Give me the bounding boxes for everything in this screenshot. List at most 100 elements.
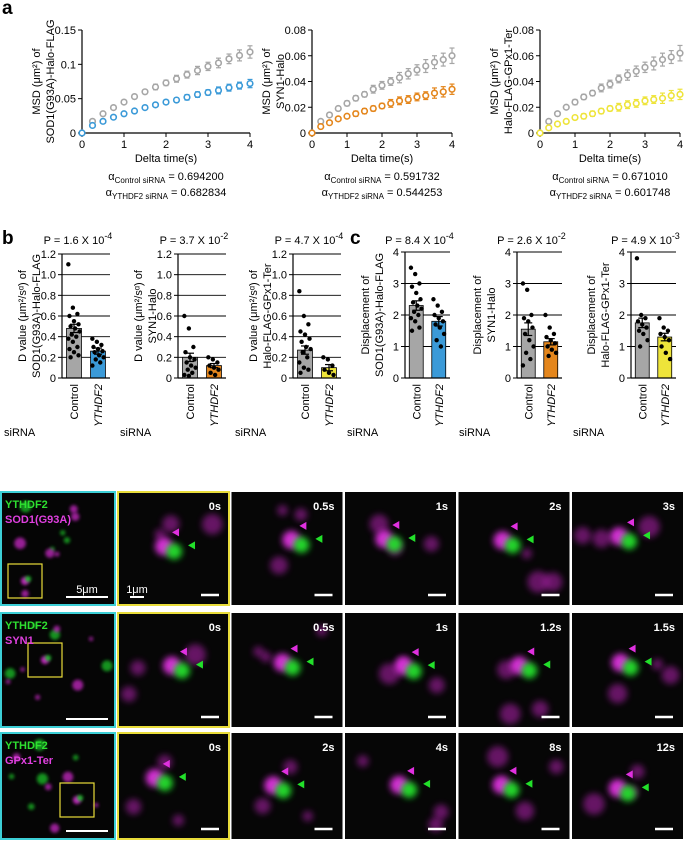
x-tick-label: 2 bbox=[607, 139, 613, 151]
data-point bbox=[419, 306, 424, 311]
y-tick-label: 0 bbox=[505, 373, 511, 385]
data-point bbox=[545, 117, 553, 126]
title-exponent: -4 bbox=[446, 231, 454, 241]
y-axis-label: MSD (μm²) of bbox=[261, 47, 273, 114]
arrowhead bbox=[525, 779, 533, 788]
fluorescence-spot bbox=[607, 683, 628, 704]
arrowhead bbox=[526, 535, 534, 544]
fluorescence-spot bbox=[31, 622, 38, 628]
y-tick-label: 0.6 bbox=[157, 311, 172, 323]
data-point bbox=[225, 55, 233, 63]
y-tick-label: 0.02 bbox=[513, 102, 534, 114]
data-point bbox=[216, 367, 221, 372]
alpha-symbol: α bbox=[322, 187, 329, 199]
y-tick-label: 1.2 bbox=[272, 249, 287, 261]
fluorescence-spot bbox=[14, 537, 26, 550]
fluorescence-spot bbox=[284, 659, 301, 676]
y-axis-label: Displacement of bbox=[472, 275, 484, 355]
x-tick-label: Control bbox=[637, 384, 649, 419]
data-point bbox=[623, 101, 632, 109]
data-point bbox=[676, 49, 684, 57]
data-point bbox=[659, 344, 664, 349]
time-label: 1s bbox=[436, 622, 448, 634]
arrowhead bbox=[306, 657, 314, 666]
alpha-annotation: αControl siRNA = 0.591732 bbox=[324, 171, 439, 185]
data-point bbox=[549, 347, 555, 352]
data-point bbox=[430, 58, 439, 66]
data-point bbox=[665, 328, 671, 333]
data-point bbox=[101, 355, 106, 360]
arrowhead bbox=[527, 647, 535, 656]
fluorescence-spot bbox=[405, 663, 422, 680]
y-tick-label: 0 bbox=[393, 373, 399, 385]
data-point bbox=[99, 110, 107, 118]
data-point bbox=[141, 88, 149, 96]
x-axis-label: siRNA bbox=[235, 427, 267, 439]
channel-label: YTHDF2 bbox=[5, 740, 48, 752]
data-point bbox=[67, 346, 72, 352]
data-point bbox=[308, 129, 316, 137]
data-point bbox=[214, 59, 223, 67]
data-point bbox=[71, 349, 77, 355]
data-point bbox=[120, 98, 128, 106]
data-point bbox=[305, 355, 310, 360]
arrowhead bbox=[290, 644, 298, 653]
fluorescence-spot bbox=[401, 781, 418, 798]
time-label: 0.5s bbox=[313, 622, 334, 634]
data-point bbox=[67, 313, 72, 319]
y-tick-label: 3 bbox=[505, 279, 511, 291]
chart-title: P = 4.7 X 10-4 bbox=[275, 231, 344, 247]
time-label: 1s bbox=[436, 501, 448, 513]
data-point bbox=[527, 338, 532, 343]
data-point bbox=[297, 289, 302, 294]
data-point bbox=[413, 66, 421, 74]
data-point bbox=[387, 77, 395, 86]
x-axis-label: siRNA bbox=[120, 427, 152, 439]
data-point bbox=[76, 353, 81, 358]
data-point bbox=[306, 367, 311, 372]
data-point bbox=[543, 312, 548, 318]
y-tick-label: 0.08 bbox=[513, 25, 534, 37]
data-point bbox=[562, 103, 570, 111]
y-tick-label: 0.4 bbox=[41, 332, 56, 344]
alpha-symbol: α bbox=[552, 171, 559, 183]
data-point bbox=[606, 80, 614, 88]
data-point bbox=[580, 93, 588, 101]
arrowhead bbox=[644, 657, 652, 666]
x-tick-label: YTHDF2 bbox=[324, 384, 336, 427]
data-point bbox=[210, 357, 216, 362]
time-label: 2s bbox=[322, 742, 334, 754]
title-exponent: -3 bbox=[672, 231, 680, 241]
y-axis-label: Halo-FLAG-GPx1-Ter bbox=[503, 29, 515, 134]
data-point bbox=[378, 102, 386, 110]
data-point bbox=[395, 97, 404, 105]
data-point bbox=[71, 318, 77, 324]
data-point bbox=[99, 342, 104, 348]
data-point bbox=[190, 370, 195, 376]
y-tick-label: 0.4 bbox=[157, 332, 172, 344]
fluorescence-spot bbox=[503, 781, 520, 798]
data-point bbox=[536, 129, 544, 137]
data-point bbox=[440, 319, 446, 324]
data-point bbox=[545, 124, 553, 132]
data-point bbox=[130, 107, 139, 115]
data-point bbox=[78, 129, 86, 137]
arrowhead bbox=[509, 766, 517, 775]
data-point bbox=[308, 346, 313, 352]
y-tick-label: 0.04 bbox=[513, 77, 534, 89]
arrowhead bbox=[179, 647, 187, 656]
data-point bbox=[77, 329, 82, 334]
data-point bbox=[588, 110, 597, 118]
channel-label: GPx1-Ter bbox=[5, 755, 54, 767]
data-point bbox=[66, 262, 71, 267]
data-point bbox=[69, 332, 74, 337]
x-tick-label: YTHDF2 bbox=[93, 384, 105, 427]
data-point bbox=[186, 326, 192, 331]
data-point bbox=[193, 66, 202, 75]
arrowhead bbox=[162, 759, 170, 768]
alpha-subscript: Control siRNA bbox=[115, 176, 166, 185]
data-point bbox=[182, 372, 187, 378]
data-point bbox=[414, 290, 419, 296]
y-tick-label: 0.4 bbox=[272, 332, 287, 344]
fluorescence-spot bbox=[157, 754, 173, 770]
